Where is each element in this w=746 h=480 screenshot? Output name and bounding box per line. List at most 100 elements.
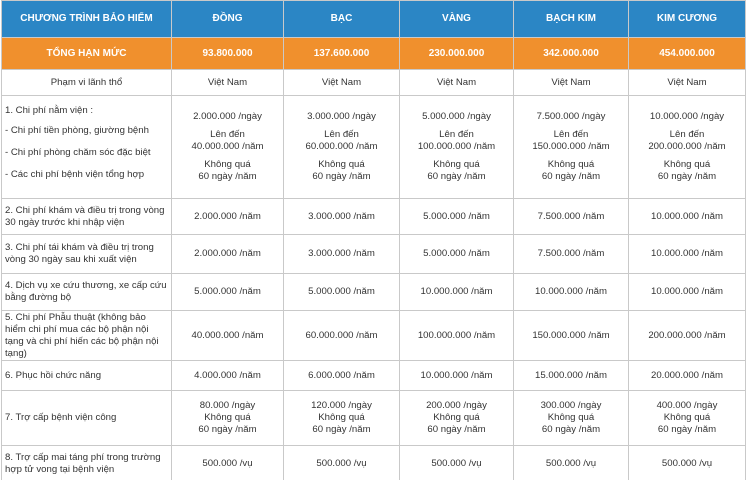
daily-allowance: 80.000 /ngày — [199, 400, 256, 411]
inpatient-value-cell: 2.000.000 /ngày Lên đến 40.000.000 /năm … — [171, 95, 284, 199]
plan-header-kim-cuong: KIM CƯƠNG — [628, 0, 746, 38]
benefit-value: 3.000.000 /năm — [283, 234, 400, 274]
inpatient-daily-limit: 3.000.000 /ngày — [307, 111, 376, 122]
benefit-value: 10.000.000 /năm — [628, 198, 746, 235]
benefit-row-rehabilitation: 6. Phục hồi chức năng 4.000.000 /năm 6.0… — [1, 360, 746, 391]
max-days: 60 ngày /năm — [657, 424, 717, 435]
inpatient-row: 1. Chi phí nằm viện : - Chi phí tiền phò… — [1, 95, 746, 199]
benefit-value: 200.000.000 /năm — [628, 310, 746, 361]
benefit-value: 5.000.000 /năm — [171, 273, 284, 311]
inpatient-max-label: Không quá — [663, 159, 711, 170]
benefit-value: 6.000.000 /năm — [283, 360, 400, 391]
program-header: CHƯƠNG TRÌNH BẢO HIỂM — [1, 0, 172, 38]
inpatient-value-cell: 7.500.000 /ngày Lên đến 150.000.000 /năm… — [513, 95, 629, 199]
total-limit-row: TỔNG HẠN MỨC 93.800.000 137.600.000 230.… — [1, 37, 746, 70]
inpatient-max-label: Không quá — [547, 159, 595, 170]
daily-allowance: 200.000 /ngày — [426, 400, 487, 411]
inpatient-yearly-limit: 150.000.000 /năm — [532, 141, 610, 152]
benefit-row-ambulance: 4. Dịch vụ xe cứu thương, xe cấp cứu bằn… — [1, 273, 746, 311]
plan-header-dong: ĐỒNG — [171, 0, 284, 38]
total-limit-label: TỔNG HẠN MỨC — [1, 37, 172, 70]
territory-value: Việt Nam — [628, 69, 746, 96]
inpatient-value-cell: 3.000.000 /ngày Lên đến 60.000.000 /năm … — [283, 95, 400, 199]
territory-value: Việt Nam — [283, 69, 400, 96]
benefit-value: 3.000.000 /năm — [283, 198, 400, 235]
inpatient-value-cell: 5.000.000 /ngày Lên đến 100.000.000 /năm… — [399, 95, 514, 199]
inpatient-daily-limit: 2.000.000 /ngày — [193, 111, 262, 122]
total-limit-value: 230.000.000 — [399, 37, 514, 70]
territory-label: Phạm vi lãnh thổ — [1, 69, 172, 96]
public-hospital-value-cell: 80.000 /ngày Không quá 60 ngày /năm — [171, 390, 284, 446]
inpatient-max-label: Không quá — [318, 159, 365, 170]
inpatient-upto-label: Lên đến — [439, 129, 474, 140]
benefit-row-pre-admission: 2. Chi phí khám và điều trị trong vòng 3… — [1, 198, 746, 235]
benefit-value: 4.000.000 /năm — [171, 360, 284, 391]
inpatient-daily-limit: 10.000.000 /ngày — [649, 111, 725, 122]
public-hospital-value-cell: 200.000 /ngày Không quá 60 ngày /năm — [399, 390, 514, 446]
plan-header-bach-kim: BẠCH KIM — [513, 0, 629, 38]
funeral-value: 500.000 /vụ — [283, 445, 400, 480]
max-label: Không quá — [318, 412, 365, 423]
total-limit-value: 342.000.000 — [513, 37, 629, 70]
inpatient-value-cell: 10.000.000 /ngày Lên đến 200.000.000 /nă… — [628, 95, 746, 199]
benefit-label: 5. Chi phí Phẫu thuật (không bảo hiểm ch… — [1, 310, 172, 361]
daily-allowance: 300.000 /ngày — [540, 400, 602, 411]
funeral-label: 8. Trợ cấp mai táng phí trong trường hợp… — [1, 445, 172, 480]
funeral-value: 500.000 /vụ — [399, 445, 514, 480]
plan-header-bac: BẠC — [283, 0, 400, 38]
benefit-value: 2.000.000 /năm — [171, 234, 284, 274]
inpatient-daily-limit: 5.000.000 /ngày — [422, 111, 491, 122]
total-limit-value: 137.600.000 — [283, 37, 400, 70]
public-hospital-value-cell: 120.000 /ngày Không quá 60 ngày /năm — [283, 390, 400, 446]
benefit-label: 4. Dịch vụ xe cứu thương, xe cấp cứu bằn… — [1, 273, 172, 311]
benefit-value: 10.000.000 /năm — [628, 234, 746, 274]
inpatient-max-days: 60 ngày /năm — [312, 171, 371, 182]
benefit-value: 5.000.000 /năm — [283, 273, 400, 311]
header-row: CHƯƠNG TRÌNH BẢO HIỂM ĐỒNG BẠC VÀNG BẠCH… — [1, 0, 746, 38]
funeral-value: 500.000 /vụ — [513, 445, 629, 480]
public-hospital-value-cell: 300.000 /ngày Không quá 60 ngày /năm — [513, 390, 629, 446]
benefit-value: 60.000.000 /năm — [283, 310, 400, 361]
inpatient-yearly-limit: 40.000.000 /năm — [191, 141, 264, 152]
max-days: 60 ngày /năm — [312, 424, 371, 435]
benefit-value: 10.000.000 /năm — [399, 360, 514, 391]
benefit-value: 15.000.000 /năm — [513, 360, 629, 391]
benefit-value: 7.500.000 /năm — [513, 234, 629, 274]
inpatient-upto-label: Lên đến — [669, 129, 705, 140]
max-label: Không quá — [204, 412, 251, 423]
inpatient-max-days: 60 ngày /năm — [198, 171, 257, 182]
daily-allowance: 400.000 /ngày — [656, 400, 718, 411]
inpatient-sub-label: - Chi phí phòng chăm sóc đặc biệt — [5, 147, 151, 158]
inpatient-sub-label: - Chi phí tiền phòng, giường bệnh — [5, 125, 149, 136]
benefit-value: 150.000.000 /năm — [513, 310, 629, 361]
inpatient-max-label: Không quá — [204, 159, 251, 170]
benefit-value: 5.000.000 /năm — [399, 234, 514, 274]
benefit-row-surgery: 5. Chi phí Phẫu thuật (không bảo hiểm ch… — [1, 310, 746, 361]
inpatient-max-days: 60 ngày /năm — [541, 171, 601, 182]
public-hospital-row: 7. Trợ cấp bệnh viện công 80.000 /ngày K… — [1, 390, 746, 446]
max-label: Không quá — [547, 412, 595, 423]
benefit-value: 5.000.000 /năm — [399, 198, 514, 235]
public-hospital-label: 7. Trợ cấp bệnh viện công — [1, 390, 172, 446]
total-limit-value: 454.000.000 — [628, 37, 746, 70]
benefit-value: 10.000.000 /năm — [628, 273, 746, 311]
max-label: Không quá — [433, 412, 480, 423]
inpatient-sub-label: - Các chi phí bệnh viện tổng hợp — [5, 169, 145, 180]
inpatient-max-days: 60 ngày /năm — [657, 171, 717, 182]
daily-allowance: 120.000 /ngày — [311, 400, 372, 411]
inpatient-upto-label: Lên đến — [553, 129, 589, 140]
benefit-row-post-discharge: 3. Chi phí tái khám và điều trị trong vò… — [1, 234, 746, 274]
max-days: 60 ngày /năm — [541, 424, 601, 435]
inpatient-yearly-limit: 100.000.000 /năm — [417, 141, 496, 152]
inpatient-max-label: Không quá — [433, 159, 480, 170]
max-label: Không quá — [663, 412, 711, 423]
benefit-label: 2. Chi phí khám và điều trị trong vòng 3… — [1, 198, 172, 235]
benefit-label: 6. Phục hồi chức năng — [1, 360, 172, 391]
benefit-value: 7.500.000 /năm — [513, 198, 629, 235]
benefit-value: 100.000.000 /năm — [399, 310, 514, 361]
inpatient-upto-label: Lên đến — [210, 129, 245, 140]
inpatient-yearly-limit: 60.000.000 /năm — [305, 141, 378, 152]
territory-value: Việt Nam — [399, 69, 514, 96]
funeral-value: 500.000 /vụ — [171, 445, 284, 480]
